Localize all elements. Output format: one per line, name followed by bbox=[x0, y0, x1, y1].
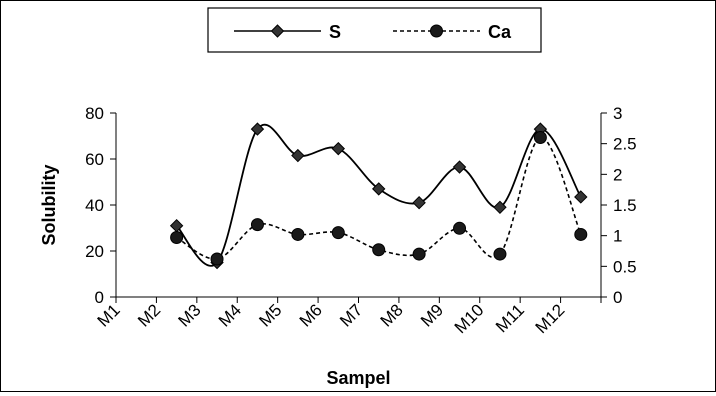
x-tick-label: M10 bbox=[451, 300, 488, 337]
data-point-ca bbox=[453, 221, 467, 235]
axes bbox=[110, 112, 607, 303]
y-axis-title: Solubility bbox=[39, 165, 59, 246]
y-tick-label-right: 0.5 bbox=[613, 257, 637, 276]
legend: S Ca bbox=[207, 7, 542, 53]
y-tick-label-left: 40 bbox=[85, 196, 104, 215]
data-point-ca bbox=[250, 218, 264, 232]
y-tick-label-right: 1 bbox=[613, 227, 622, 246]
legend-marker-s bbox=[270, 24, 285, 38]
data-point-ca bbox=[291, 227, 305, 241]
y-tick-label-left: 0 bbox=[95, 288, 104, 307]
legend-label-s: S bbox=[329, 22, 341, 42]
x-tick-label: M4 bbox=[215, 300, 245, 330]
data-point-ca bbox=[210, 252, 224, 266]
data-point-s bbox=[291, 148, 305, 163]
y-tick-label-right: 2 bbox=[613, 165, 622, 184]
x-tick-label: M12 bbox=[532, 300, 569, 337]
legend-marker-ca bbox=[430, 24, 443, 38]
x-tick-label: M9 bbox=[417, 300, 447, 330]
data-point-ca bbox=[574, 227, 588, 241]
series-markers bbox=[169, 122, 588, 270]
y-tick-label-left: 60 bbox=[85, 150, 104, 169]
data-point-ca bbox=[372, 243, 386, 257]
data-point-s bbox=[493, 200, 507, 215]
data-point-s bbox=[331, 141, 345, 156]
legend-box bbox=[207, 7, 542, 53]
data-point-s bbox=[452, 160, 467, 174]
y-tick-label-right: 2.5 bbox=[613, 135, 637, 154]
y-tick-label-right: 1.5 bbox=[613, 196, 637, 215]
y-tick-label-left: 20 bbox=[85, 242, 104, 261]
y-tick-label-right: 3 bbox=[613, 104, 622, 123]
legend-label-ca: Ca bbox=[488, 22, 512, 42]
x-axis-title: Sampel bbox=[326, 368, 390, 388]
x-tick-label: M3 bbox=[175, 300, 205, 330]
data-point-ca bbox=[331, 226, 345, 240]
data-point-s bbox=[372, 182, 386, 196]
data-point-ca bbox=[533, 131, 547, 145]
x-tick-label: M7 bbox=[336, 300, 366, 330]
x-tick-label: M8 bbox=[377, 300, 407, 330]
data-point-s bbox=[250, 122, 265, 136]
x-tick-label: M5 bbox=[255, 300, 285, 330]
x-tick-label: M11 bbox=[492, 300, 528, 336]
data-point-ca bbox=[493, 247, 507, 261]
y-tick-label-right: 0 bbox=[613, 288, 622, 307]
x-tick-label: M6 bbox=[296, 300, 326, 330]
data-point-ca bbox=[412, 247, 426, 261]
data-point-s bbox=[574, 190, 588, 204]
x-tick-label: M2 bbox=[134, 300, 164, 330]
y-tick-label-left: 80 bbox=[85, 104, 104, 123]
data-point-s bbox=[412, 195, 426, 210]
data-point-ca bbox=[170, 231, 184, 245]
